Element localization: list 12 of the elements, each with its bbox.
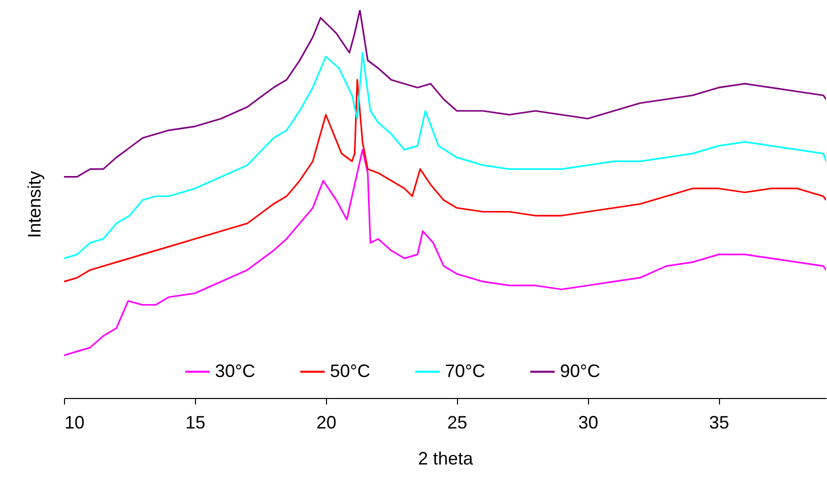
legend-label: 90°C — [560, 360, 600, 381]
x-tick-label: 30 — [578, 412, 598, 432]
x-tick-label: 10 — [64, 412, 85, 432]
x-axis-title: 2 theta — [418, 448, 474, 468]
legend-label: 50°C — [330, 360, 370, 381]
legend-label: 70°C — [445, 360, 486, 381]
x-tick-label: 20 — [316, 412, 336, 432]
legend-label: 30°C — [215, 360, 256, 381]
x-tick-label: 25 — [447, 412, 468, 432]
x-tick-label: 35 — [709, 412, 730, 432]
y-axis-title: Intensity — [24, 170, 44, 238]
x-tick-label: 15 — [185, 412, 206, 432]
